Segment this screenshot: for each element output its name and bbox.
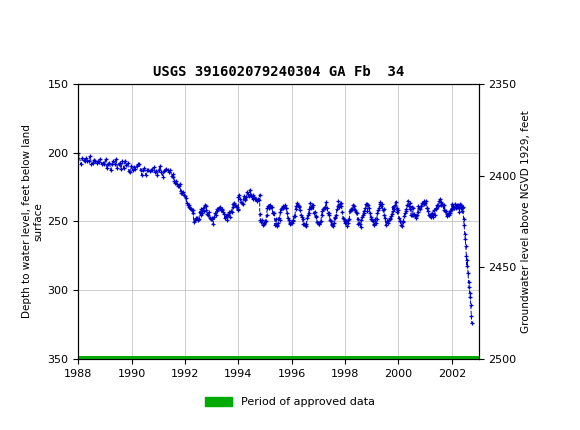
Legend: Period of approved data: Period of approved data: [200, 393, 380, 412]
Text: USGS: USGS: [23, 11, 78, 29]
Text: ≡: ≡: [3, 8, 24, 32]
Y-axis label: Groundwater level above NGVD 1929, feet: Groundwater level above NGVD 1929, feet: [521, 110, 531, 333]
Y-axis label: Depth to water level, feet below land
surface: Depth to water level, feet below land su…: [21, 125, 44, 318]
Title: USGS 391602079240304 GA Fb  34: USGS 391602079240304 GA Fb 34: [153, 64, 404, 79]
